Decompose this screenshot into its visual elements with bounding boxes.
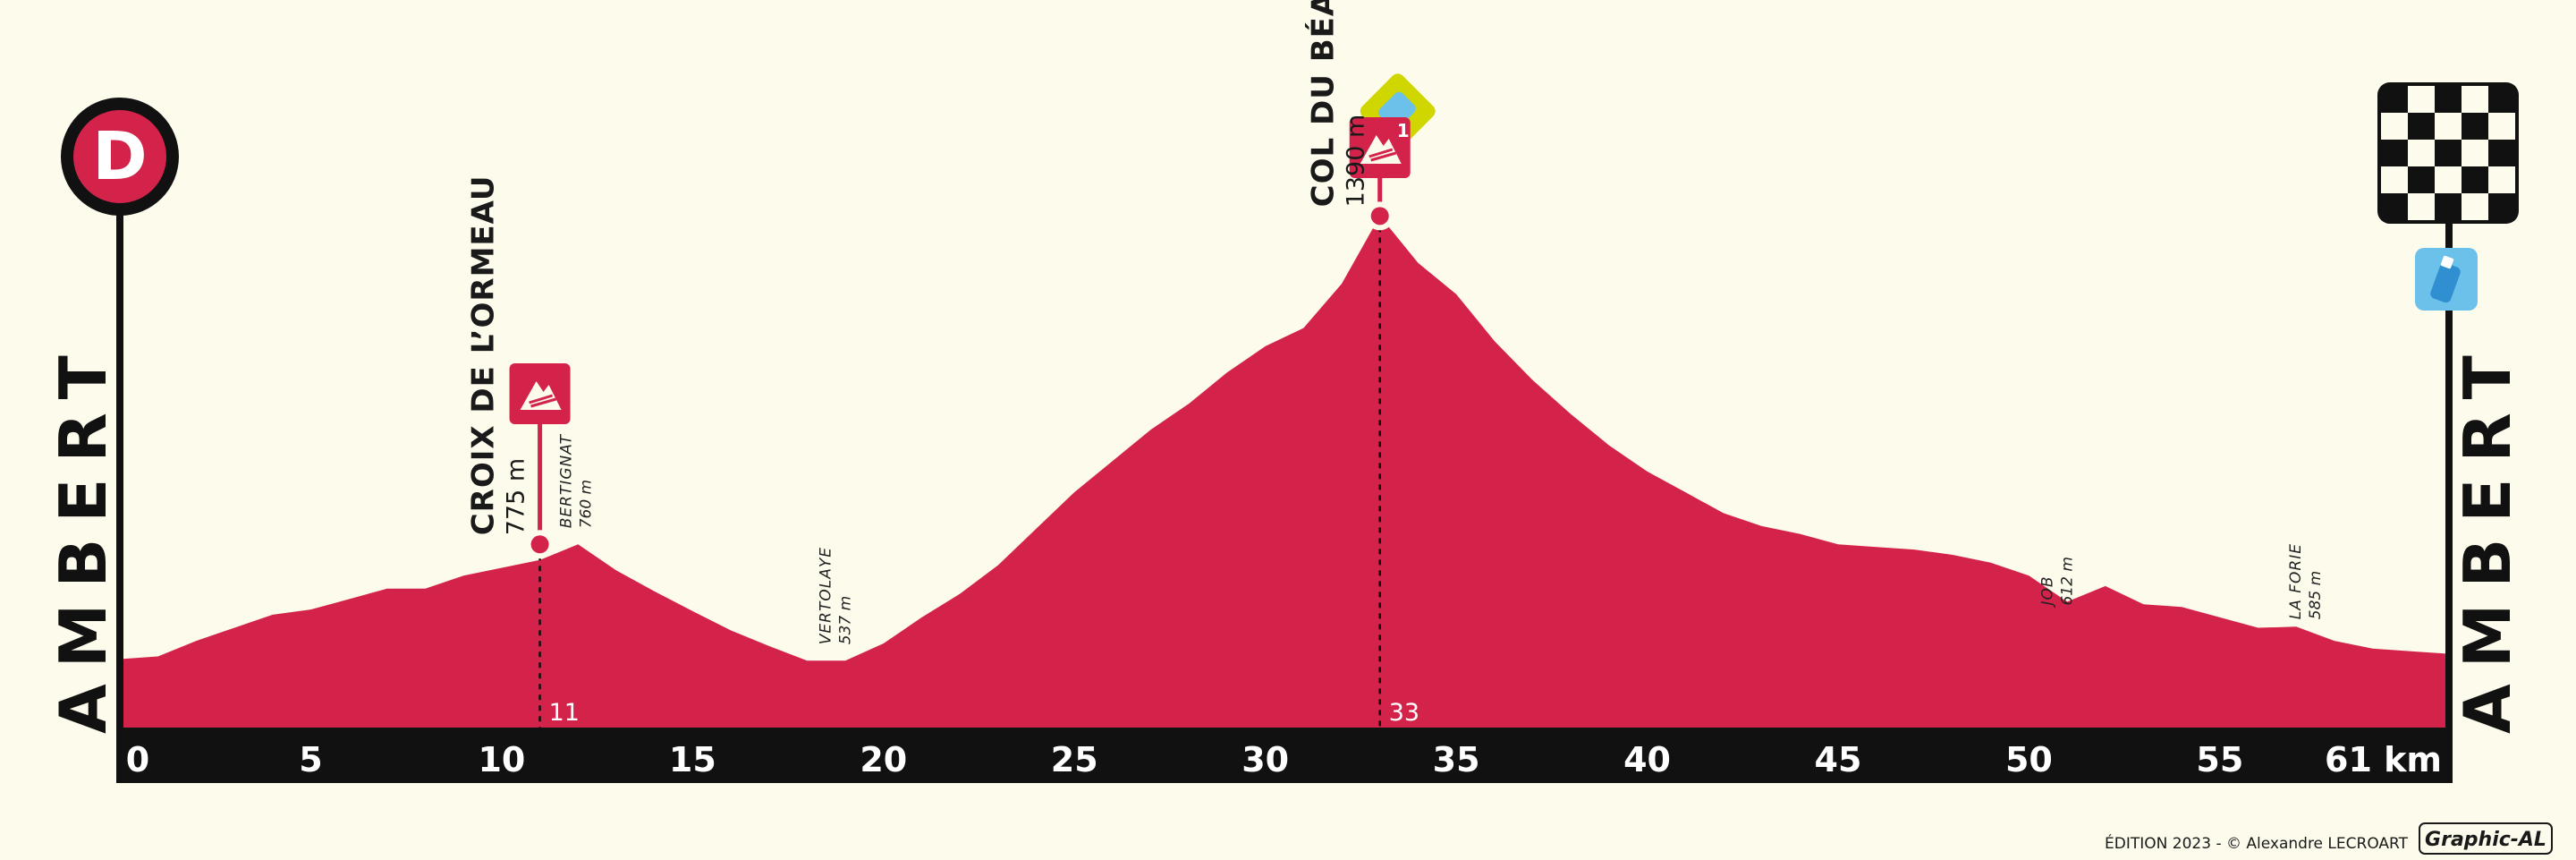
finish-town: AMBERT (2450, 339, 2525, 734)
x-tick-label: 40 (1623, 740, 1671, 779)
start-label: D (92, 118, 147, 195)
locality-altitude: 760 m (577, 480, 595, 528)
locality-altitude: 585 m (2307, 571, 2325, 619)
climb-name: CROIX DE L’ORMEAU (466, 175, 502, 535)
locality-name: VERTOLAYE (818, 547, 835, 644)
mountain-road (1368, 148, 1397, 162)
x-tick-label: 10 (478, 740, 525, 779)
flag-square (2435, 113, 2462, 140)
x-tick-end: 61 km (2325, 740, 2442, 779)
flag-square (2488, 113, 2515, 140)
x-tick-label: 35 (1433, 740, 1480, 779)
locality-altitude: 537 m (837, 596, 855, 644)
flag-square (2435, 166, 2462, 193)
locality-label: BERTIGNAT 760 m (557, 433, 595, 528)
x-tick-label: 25 (1051, 740, 1098, 779)
flag-square (2488, 193, 2515, 220)
x-tick-label: 45 (1815, 740, 1862, 779)
x-tick-label: 50 (2005, 740, 2053, 779)
flag-square (2381, 166, 2408, 193)
flag-square (2462, 140, 2488, 166)
flag-square (2408, 140, 2435, 166)
flag-square (2381, 113, 2408, 140)
flag-square (2381, 193, 2408, 220)
brand-badge: Graphic-AL (2419, 822, 2553, 855)
flag-square (2462, 166, 2488, 193)
x-tick-label: 30 (1241, 740, 1289, 779)
elevation-profile-area (120, 216, 2449, 728)
start-marker: D (61, 98, 179, 216)
flag-square (2408, 113, 2435, 140)
flag-square (2435, 193, 2462, 220)
climb-summit-point (1370, 207, 1389, 226)
flag-square (2462, 113, 2488, 140)
locality-name: BERTIGNAT (557, 433, 575, 528)
locality-label: VERTOLAYE 537 m (818, 547, 855, 644)
flag-square (2381, 86, 2408, 113)
checkered-flag-icon (2377, 82, 2519, 224)
x-tick-label: 55 (2196, 740, 2243, 779)
climb-marker: 11 CROIX DE L’ORMEAU 775 m (466, 175, 580, 728)
flag-square (2435, 140, 2462, 166)
climb-altitude: 775 m (503, 458, 530, 535)
start-town: AMBERT (46, 339, 121, 734)
climb-name: COL DU BÉAL (1305, 0, 1342, 207)
locality-name: JOB (2039, 575, 2057, 608)
flag-square (2381, 140, 2408, 166)
locality-label: JOB 612 m (2039, 557, 2077, 608)
mountain-road (529, 394, 556, 408)
locality-name: LA FORIE (2287, 543, 2305, 619)
flag-square (2462, 86, 2488, 113)
climb-altitude: 1390 m (1343, 115, 1370, 208)
climb-category: 1 (1397, 120, 1410, 141)
flag-square (2408, 193, 2435, 220)
x-tick-labels: 0 5 10 15 20 25 30 35 40 45 50 55 (126, 740, 2244, 779)
flag-square (2408, 166, 2435, 193)
distance-axis-bar (116, 728, 2453, 783)
flag-square (2488, 166, 2515, 193)
flag-square (2488, 140, 2515, 166)
localities-layer: BERTIGNAT 760 m VERTOLAYE 537 m JOB 612 m LA F… (557, 433, 2325, 644)
climbs-layer: 11 CROIX DE L’ORMEAU 775 m 1 33 COL DU BÉAL 13… (466, 0, 1436, 728)
climb-km-label: 33 (1389, 699, 1419, 727)
x-tick-label: 20 (860, 740, 907, 779)
footer-edition: ÉDITION 2023 - © Alexandre LECROART (2105, 833, 2409, 853)
climb-summit-point (530, 535, 549, 554)
flag-square (2488, 86, 2515, 113)
locality-altitude: 612 m (2059, 557, 2077, 605)
locality-label: LA FORIE 585 m (2287, 543, 2325, 619)
water-bottle-icon (2415, 248, 2478, 311)
brand-label: Graphic-AL (2425, 829, 2546, 851)
x-tick-label: 5 (299, 740, 322, 779)
flag-square (2435, 86, 2462, 113)
flag-square (2408, 86, 2435, 113)
x-tick-label: 15 (669, 740, 716, 779)
climb-marker: 1 33 COL DU BÉAL 1390 m (1305, 0, 1436, 728)
climb-km-label: 11 (549, 699, 580, 727)
x-tick-label: 0 (126, 740, 149, 779)
flag-square (2462, 193, 2488, 220)
